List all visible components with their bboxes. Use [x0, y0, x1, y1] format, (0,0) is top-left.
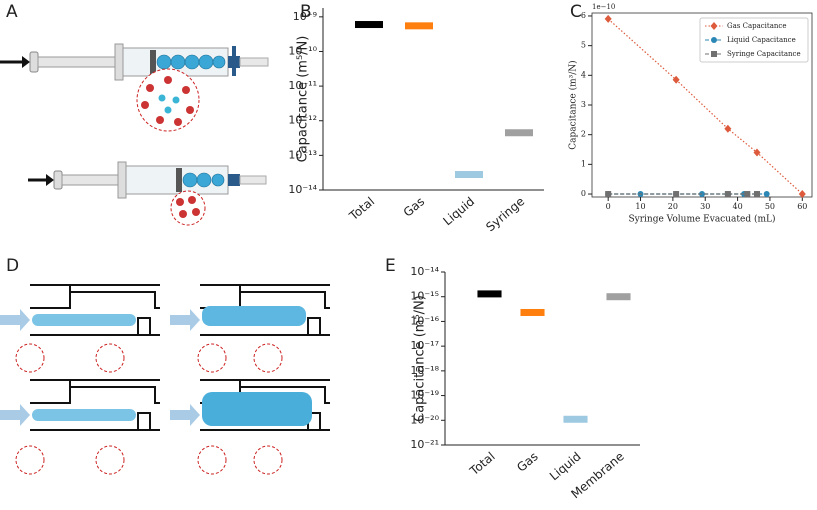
x-tick-label: 20 — [668, 202, 678, 211]
panel-label: E — [385, 256, 396, 276]
level-bar — [563, 415, 588, 423]
legend-label: Gas Capacitance — [727, 22, 786, 30]
x-axis-label: Syringe Volume Evacuated (mL) — [629, 214, 776, 225]
point — [605, 191, 612, 198]
x-tick-label: 0 — [606, 202, 611, 211]
needle-hub — [239, 175, 267, 185]
x-tick-label: Gas — [514, 449, 541, 474]
legend — [699, 17, 809, 63]
point — [724, 124, 732, 133]
point — [672, 75, 680, 84]
panel-label: D — [6, 256, 19, 276]
y-tick-label: 10⁻¹⁶ — [410, 314, 439, 327]
y-tick-label: 10⁻²⁰ — [410, 413, 439, 426]
y-tick-label: 10⁻²¹ — [410, 438, 439, 451]
level-bar — [477, 290, 502, 298]
point — [744, 191, 751, 198]
legend-label: Liquid Capacitance — [727, 36, 796, 44]
y-tick-label: 10⁻¹⁹ — [410, 389, 439, 402]
needle-hub — [239, 57, 269, 67]
plunger — [29, 51, 39, 73]
x-tick-label: Total — [346, 194, 377, 223]
plunger — [37, 56, 121, 68]
point — [754, 191, 760, 198]
point — [763, 191, 770, 198]
point — [798, 190, 806, 199]
x-tick-label: Total — [466, 449, 497, 478]
stopper — [150, 50, 156, 74]
x-tick-label: Liquid — [440, 194, 477, 228]
point — [753, 148, 761, 157]
zoom-circles — [15, 343, 283, 475]
level-bar — [405, 22, 433, 30]
y-tick-label: 5 — [581, 41, 586, 50]
level-bar — [505, 129, 533, 137]
y-tick-label: 10⁻¹³ — [288, 148, 317, 161]
liquid — [32, 306, 312, 426]
y-tick-label: 10⁻¹⁸ — [410, 364, 439, 377]
y-tick-label: 10⁻¹¹ — [288, 79, 317, 92]
y-tick-label: 10⁻¹⁴ — [410, 265, 439, 278]
legend-label: Syringe Capacitance — [727, 50, 801, 58]
arrow — [22, 56, 30, 68]
point — [724, 191, 731, 198]
valve — [228, 174, 240, 186]
legend-marker — [710, 22, 718, 30]
y-tick-label: 2 — [581, 130, 586, 139]
x-tick-label: Syringe — [483, 194, 527, 234]
level-bar — [455, 171, 483, 179]
x-tick-label: Liquid — [547, 449, 584, 483]
y-tick-label: 10⁻¹⁵ — [410, 290, 439, 303]
y-tick-label: 6 — [581, 11, 586, 20]
level-bar — [520, 308, 545, 316]
x-tick-label: 60 — [797, 202, 807, 211]
level-bar — [606, 293, 631, 301]
panel-label: B — [300, 2, 312, 22]
zoom-circle — [136, 68, 200, 132]
y-tick-label: 1 — [581, 159, 586, 168]
y-tick-label: 10⁻¹⁰ — [288, 44, 317, 57]
x-tick-label: 30 — [700, 202, 710, 211]
y-tick-label: 10⁻¹⁷ — [410, 339, 439, 352]
x-tick-label: 40 — [732, 202, 742, 211]
arrow — [46, 174, 54, 186]
plunger — [61, 174, 123, 186]
x-tick-label: Gas — [401, 194, 428, 219]
molecules — [176, 196, 200, 218]
legend-marker — [711, 37, 717, 43]
flange — [114, 43, 124, 81]
y-tick-label: 0 — [581, 189, 586, 198]
offset-text: 1e−10 — [592, 3, 615, 11]
liquid — [182, 172, 225, 188]
y-tick-label: 3 — [581, 100, 586, 109]
y-tick-label: 4 — [581, 70, 586, 79]
panel-label: A — [6, 2, 18, 22]
y-tick-label: 10⁻¹⁴ — [288, 183, 317, 196]
legend-marker — [711, 51, 717, 57]
y-axis-label: Capacitance (m³/N) — [568, 60, 579, 149]
y-tick-label: 10⁻¹² — [288, 114, 317, 127]
plunger — [53, 170, 63, 190]
chart: 10⁻¹⁴ 10⁻¹³ 10⁻¹² 10⁻¹¹ 10⁻¹⁰ 10⁻⁹ Capacitance… — [288, 8, 544, 234]
flow-arrows — [0, 309, 200, 426]
y-axis-label: Capacitance (m⁵/N) — [413, 295, 428, 422]
stopper — [176, 168, 182, 192]
liquid — [156, 54, 226, 70]
flange — [117, 161, 127, 199]
level-bar — [355, 21, 383, 29]
chart: 10⁻²¹ 10⁻²⁰ 10⁻¹⁹ 10⁻¹⁸ 10⁻¹⁷ 10⁻¹⁶ 10⁻¹⁵ 10⁻¹⁴… — [410, 265, 640, 501]
y-axis-label: Capacitance (m⁵/N) — [296, 36, 311, 163]
x-tick-label: 50 — [765, 202, 775, 211]
point — [604, 14, 612, 23]
y-tick-label: 10⁻⁹ — [293, 10, 317, 23]
valve — [232, 46, 236, 76]
point — [673, 191, 680, 198]
x-tick-label: 10 — [635, 202, 645, 211]
molecules — [141, 76, 194, 126]
panel-label: C — [570, 2, 582, 22]
zoom-circle — [170, 190, 206, 226]
syringe-illustration — [0, 43, 269, 226]
